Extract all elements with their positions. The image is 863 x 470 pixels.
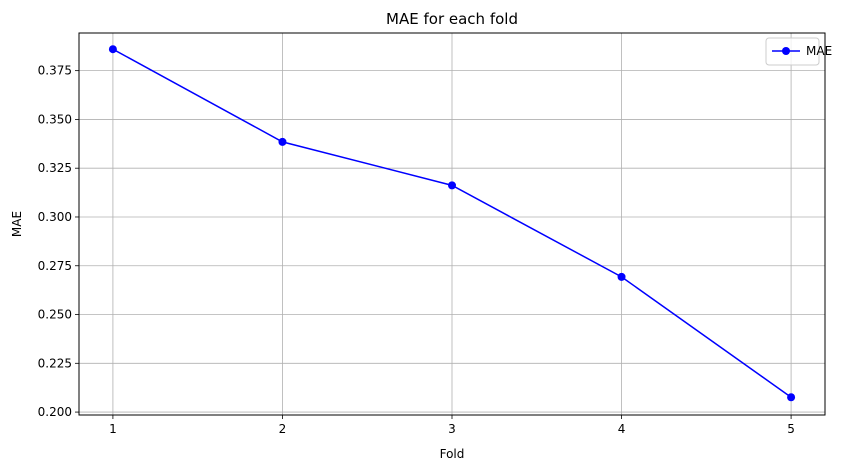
y-tick-label: 0.325 [38,161,72,175]
x-tick-label: 1 [109,422,117,436]
y-tick-label: 0.275 [38,259,72,273]
data-point [448,181,456,190]
x-axis-label: Fold [440,447,465,461]
y-axis-ticks: 0.200 0.225 0.250 0.275 0.300 0.325 0.350 0.375 [38,64,79,419]
data-point [617,272,626,281]
x-tick-label: 5 [787,422,795,436]
y-tick-label: 0.300 [38,210,72,224]
data-point [278,137,287,146]
data-point [787,393,796,402]
x-tick-label: 2 [279,422,287,436]
grid [79,33,825,415]
legend: MAE [765,37,832,66]
data-point [108,45,117,54]
series-layer [108,45,796,402]
y-tick-label: 0.225 [38,356,72,370]
legend-marker-swatch [782,47,790,55]
y-tick-label: 0.375 [38,64,72,78]
y-tick-label: 0.250 [38,308,72,322]
y-tick-label: 0.200 [38,405,72,419]
chart-title: MAE for each fold [386,10,518,28]
x-tick-label: 4 [618,422,626,436]
y-axis-label: MAE [10,211,24,237]
x-tick-label: 3 [448,422,456,436]
legend-entry-mae: MAE [806,44,832,58]
x-axis-ticks: 1 2 3 4 5 [109,415,795,436]
y-tick-label: 0.350 [38,112,72,126]
